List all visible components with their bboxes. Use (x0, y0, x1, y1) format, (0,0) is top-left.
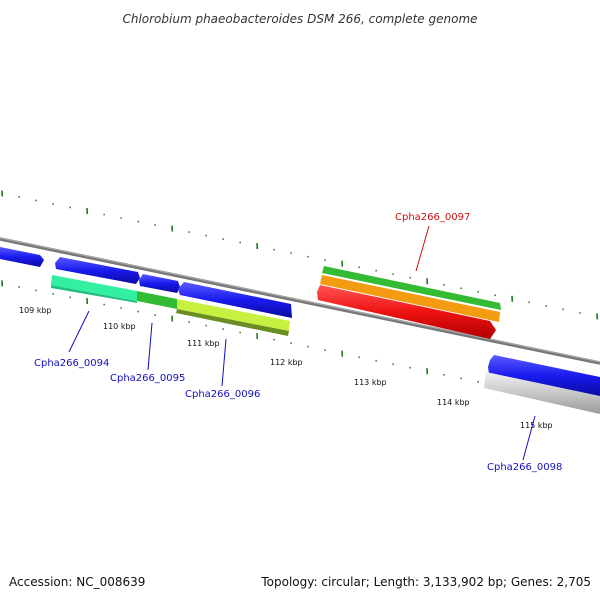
cds-track-blue (0, 247, 600, 397)
olive-band (176, 309, 289, 336)
gene-label-cpha266-0098[interactable]: Cpha266_0098 (487, 462, 562, 473)
orange-feature-0097[interactable] (320, 275, 500, 322)
gene-label-cpha266-0096[interactable]: Cpha266_0096 (185, 389, 260, 400)
gray-feature-0098[interactable] (484, 372, 600, 414)
teal-band (51, 275, 137, 301)
map-title: Chlorobium phaeobacteroides DSM 266, com… (122, 12, 477, 26)
feature-bands-lower (51, 275, 290, 336)
gene-label-cpha266-0095[interactable]: Cpha266_0095 (110, 373, 185, 384)
topology-text: Topology: circular; Length: 3,133,902 bp… (260, 575, 591, 589)
feature-stack-cpha266-0097 (317, 266, 501, 339)
lime-band (177, 299, 290, 331)
accession-text: Accession: NC_008639 (9, 575, 145, 589)
green-feature-0097[interactable] (322, 266, 501, 310)
kbp-label-115: 115 kbp (520, 421, 553, 430)
gene-label-cpha266-0094[interactable]: Cpha266_0094 (34, 358, 109, 369)
kbp-labels: 109 kbp 110 kbp 111 kbp 112 kbp 113 kbp … (19, 306, 553, 430)
kbp-label-111: 111 kbp (187, 339, 220, 348)
kbp-label-110: 110 kbp (103, 322, 136, 331)
red-feature-0097[interactable] (317, 285, 496, 339)
cds-feature-cpha266-0095[interactable] (139, 274, 180, 293)
cds-feature-cpha266-0098[interactable] (488, 355, 600, 397)
kbp-label-113: 113 kbp (354, 378, 387, 387)
cds-feature-left[interactable] (0, 247, 44, 267)
green-band (137, 291, 177, 309)
teal-band-shade (51, 285, 137, 303)
gene-labels: Cpha266_0094 Cpha266_0095 Cpha266_0096 C… (34, 212, 562, 473)
kbp-label-109: 109 kbp (19, 306, 52, 315)
kbp-label-112: 112 kbp (270, 358, 303, 367)
cds-feature-cpha266-0096[interactable] (178, 282, 292, 318)
outer-tick-track (1, 190, 599, 320)
kbp-label-114: 114 kbp (437, 398, 470, 407)
gene-leader-lines (68, 225, 536, 461)
cds-feature-cpha266-0094[interactable] (55, 257, 140, 284)
genome-backbone (0, 237, 600, 365)
gene-label-cpha266-0097[interactable]: Cpha266_0097 (395, 212, 470, 223)
